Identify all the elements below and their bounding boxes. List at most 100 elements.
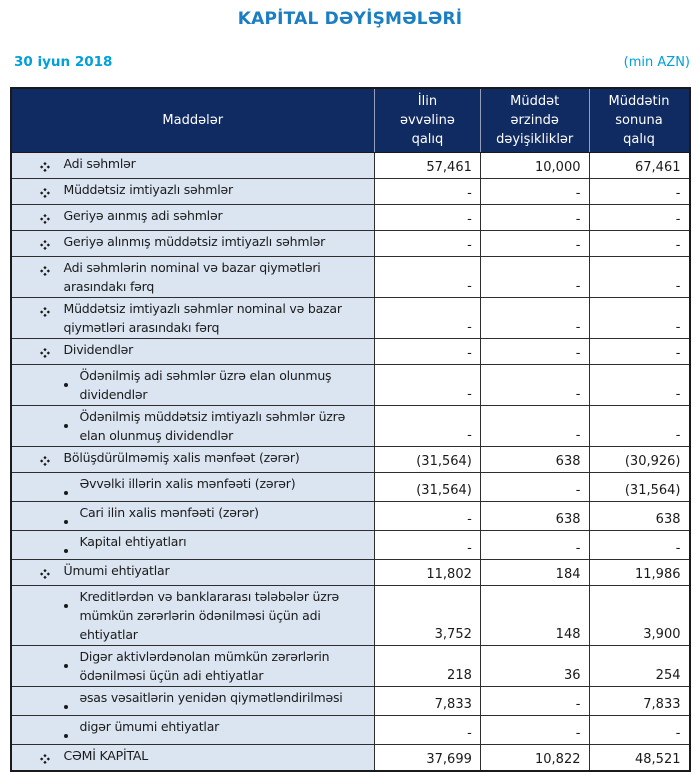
value-cell: - [588,364,690,406]
value-cell: 11,802 [373,559,481,586]
row-label-cell: Ödənilmiş adi səhmlər üzrə elan olunmuş … [10,364,375,406]
table-row: Dividendlər - - - [10,338,690,365]
value-cell: 638 [479,501,590,531]
value-cell: 3,900 [588,585,690,646]
dot-bullet-icon [63,717,80,743]
row-label-cell: Adi səhmlərin nominal və bazar qiymətlər… [10,256,375,298]
value-cell: - [479,715,590,745]
table-row: Cari ilin xalis mənfəəti (zərər) -638 638 [10,501,690,531]
row-label: Ödənilmiş adi səhmlər üzrə elan olunmuş … [79,368,332,402]
report-date: 30 iyun 2018 [14,54,113,70]
value-cell: - [588,405,690,447]
page-title: KAPİTAL DƏYİŞMƏLƏRİ [237,9,463,29]
value-cell: - [588,530,690,560]
table-row: Müddətsiz imtiyazlı səhmlər nominal və b… [10,297,690,339]
table-row: Geriyə alınmış müddətsiz imtiyazlı səhml… [10,230,690,257]
table-row: Kreditlərdən və banklararası tələbələr ü… [10,585,690,646]
row-label-cell: Adi səhmlər [10,152,375,179]
value-cell: - [588,204,690,231]
value-cell: - [588,256,690,298]
table-row: Əvvəlki illərin xalis mənfəəti (zərər) (3… [10,472,690,502]
value-cell: (31,564) [373,472,481,502]
value-cell: - [373,501,481,531]
value-cell: - [588,230,690,257]
row-label: Dividendlər [63,342,134,357]
diamond-bullet-icon [39,180,64,203]
table-row: Bölüşdürülməmiş xalis mənfəət (zərər) (31… [10,446,690,473]
value-cell: - [373,178,481,205]
value-cell: - [588,297,690,339]
unit-label: (min AZN) [623,55,690,70]
diamond-bullet-icon [39,561,64,584]
row-label: Ödənilmiş müddətsiz imtiyazlı səhmlər üz… [79,409,346,443]
row-label: CƏMİ KAPİTAL [63,748,149,763]
table-row: Geriyə aınmış adi səhmlər - - - [10,204,690,231]
value-cell: - [373,297,481,339]
row-label: əsas vəsaitlərin yenidən qiymətləndirilm… [79,690,343,705]
row-label-cell: Ümumi ehtiyatlar [10,559,375,586]
value-cell: - [373,405,481,447]
value-cell: 254 [588,645,690,687]
table-row: Digər aktivlərdənolan mümkün zərərlərin … [10,645,690,687]
row-label: Digər aktivlərdənolan mümkün zərərlərin … [79,649,330,683]
value-cell: - [479,472,590,502]
diamond-bullet-icon [39,206,64,229]
value-cell: 218 [373,645,481,687]
value-cell: 638 [588,501,690,531]
value-cell: - [588,178,690,205]
row-label: Müddətsiz imtiyazlı səhmlər [63,182,234,197]
column-header-opening-balance: İlin əvvəlinə qalıq [373,88,481,153]
table-row: Kapital ehtiyatları - - - [10,530,690,560]
dot-bullet-icon [63,688,80,714]
value-cell: - [373,230,481,257]
table-row: Ödənilmiş adi səhmlər üzrə elan olunmuş … [10,364,690,406]
value-cell: - [479,686,590,716]
value-cell: - [588,338,690,365]
column-header-closing-balance: Müddətin sonuna qalıq [588,88,690,153]
row-label-cell: digər ümumi ehtiyatlar [10,715,375,745]
value-cell: (30,926) [588,446,690,473]
diamond-bullet-icon [39,299,64,322]
diamond-bullet-icon [39,746,64,769]
value-cell: - [479,256,590,298]
value-cell: 7,833 [373,686,481,716]
value-cell: - [479,364,590,406]
value-cell: - [373,364,481,406]
table-header-row: Maddələr İlin əvvəlinə qalıq Müddət ərzi… [10,88,690,153]
value-cell: 11,986 [588,559,690,586]
value-cell: 7,833 [588,686,690,716]
row-label: Cari ilin xalis mənfəəti (zərər) [79,505,259,520]
meta-row: 30 iyun 2018 (min AZN) [0,54,700,70]
row-label: Ümumi ehtiyatlar [63,563,170,578]
dot-bullet-icon [63,474,80,500]
row-label: Müddətsiz imtiyazlı səhmlər nominal və b… [63,301,342,335]
capital-changes-table: Maddələr İlin əvvəlinə qalıq Müddət ərzi… [9,87,691,772]
row-label: digər ümumi ehtiyatlar [79,719,220,734]
value-cell: - [373,256,481,298]
diamond-bullet-icon [39,340,64,363]
value-cell: - [588,715,690,745]
value-cell: 10,000 [479,152,590,179]
row-label-cell: Əvvəlki illərin xalis mənfəəti (zərər) [10,472,375,502]
table-row: Adi səhmlər 57,461 10,000 67,461 [10,152,690,179]
row-label-cell: Cari ilin xalis mənfəəti (zərər) [10,501,375,531]
value-cell: 3,752 [373,585,481,646]
row-label: Kreditlərdən və banklararası tələbələr ü… [79,589,340,642]
value-cell: 36 [479,645,590,687]
value-cell: (31,564) [588,472,690,502]
dot-bullet-icon [63,407,80,433]
value-cell: - [479,230,590,257]
row-label: Bölüşdürülməmiş xalis mənfəət (zərər) [63,450,300,465]
value-cell: 37,699 [373,744,481,772]
table-row: digər ümumi ehtiyatlar - - - [10,715,690,745]
value-cell: - [479,530,590,560]
value-cell: - [373,530,481,560]
value-cell: 57,461 [373,152,481,179]
row-label-cell: Geriyə alınmış müddətsiz imtiyazlı səhml… [10,230,375,257]
dot-bullet-icon [63,587,80,613]
dot-bullet-icon [63,532,80,558]
row-label-cell: Kreditlərdən və banklararası tələbələr ü… [10,585,375,646]
value-cell: - [373,204,481,231]
row-label: Adi səhmlər [63,156,136,171]
row-label: Geriyə alınmış müddətsiz imtiyazlı səhml… [63,234,326,249]
